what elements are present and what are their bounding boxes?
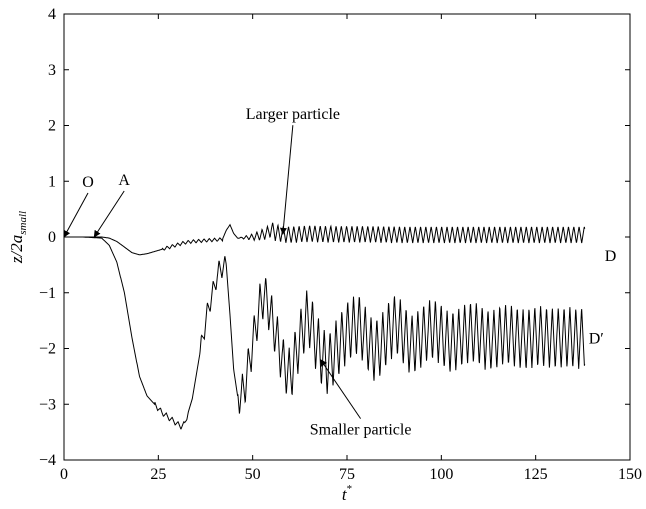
- x-tick-label: 125: [524, 466, 548, 483]
- y-tick-label: −3: [39, 396, 56, 413]
- y-tick-label: 3: [48, 62, 56, 79]
- x-tick-label: 75: [339, 466, 355, 483]
- x-tick-label: 50: [245, 466, 261, 483]
- annotation-arrow: [93, 190, 125, 238]
- series-line-smaller-particle: [64, 236, 586, 430]
- annotation-label: A: [118, 172, 130, 189]
- y-tick-label: 2: [48, 118, 56, 135]
- plot-frame: [63, 13, 631, 461]
- y-tick-label: −4: [39, 452, 56, 469]
- x-tick-label: 0: [60, 466, 68, 483]
- annotation-arrow: [279, 125, 294, 235]
- y-tick-label: −1: [39, 285, 56, 302]
- series: [64, 222, 586, 430]
- annotation-label: Smaller particle: [310, 422, 412, 439]
- x-tick-label: 25: [150, 466, 166, 483]
- y-tick-label: −2: [39, 341, 56, 358]
- annotations: Larger particle Smaller particle O A D D′: [63, 106, 617, 439]
- annotation-arrow: [63, 192, 89, 238]
- x-tick-label: 150: [618, 466, 642, 483]
- annotation-label: Larger particle: [246, 106, 340, 123]
- y-tick-label: 0: [48, 229, 56, 246]
- x-axis-label: t*: [342, 483, 352, 504]
- annotation-label: D: [605, 248, 617, 265]
- series-line-larger-particle: [64, 222, 586, 256]
- y-tick-label: 4: [48, 6, 56, 23]
- annotation-arrow: [320, 359, 362, 419]
- annotation-label: O: [82, 174, 94, 191]
- y-axis-label: z/2asmall: [7, 211, 29, 264]
- x-tick-label: 100: [429, 466, 453, 483]
- y-tick-label: 1: [48, 173, 56, 190]
- ticks: 0 25 50 75 100 125 150 −4 −3 −2 −1 0 1 2 3 4: [39, 6, 642, 483]
- annotation-label: D′: [589, 330, 604, 347]
